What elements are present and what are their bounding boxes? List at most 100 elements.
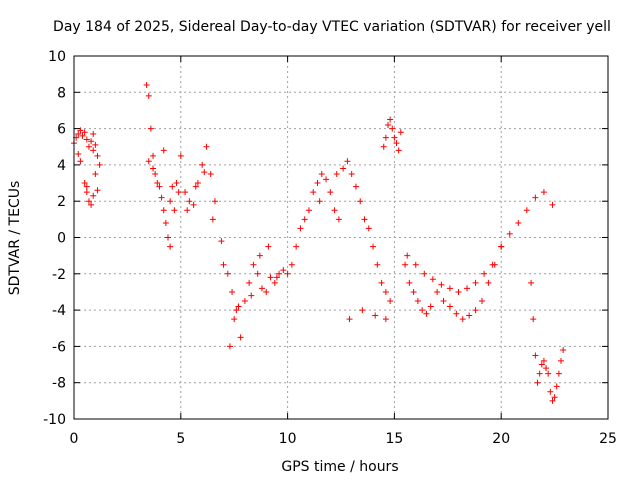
y-tick-label: 8 xyxy=(57,85,66,101)
data-point xyxy=(547,388,554,395)
data-point xyxy=(540,189,547,196)
data-point xyxy=(164,234,171,241)
data-point xyxy=(90,147,97,154)
data-point xyxy=(440,298,447,305)
data-point xyxy=(357,198,364,205)
data-point xyxy=(545,370,552,377)
data-point xyxy=(455,288,462,295)
data-point xyxy=(523,207,530,214)
data-point xyxy=(160,207,167,214)
data-point xyxy=(412,261,419,268)
data-point xyxy=(177,152,184,159)
data-point xyxy=(224,270,231,277)
data-point xyxy=(327,189,334,196)
chart-title: Day 184 of 2025, Sidereal Day-to-day VTE… xyxy=(53,19,611,35)
data-point xyxy=(301,216,308,223)
data-point xyxy=(190,201,197,208)
data-point xyxy=(365,225,372,232)
y-tick-label: -6 xyxy=(52,339,66,355)
data-point xyxy=(226,343,233,350)
data-point xyxy=(88,201,95,208)
data-point xyxy=(402,261,409,268)
data-point xyxy=(265,243,272,250)
data-point xyxy=(207,170,214,177)
data-marks xyxy=(71,82,567,404)
data-point xyxy=(429,276,436,283)
data-point xyxy=(184,207,191,214)
data-point xyxy=(233,307,240,314)
data-point xyxy=(540,357,547,364)
data-point xyxy=(434,288,441,295)
data-point xyxy=(530,316,537,323)
grid-layer xyxy=(74,56,608,419)
data-point xyxy=(393,140,400,147)
data-point xyxy=(256,252,263,259)
data-point xyxy=(459,316,466,323)
data-point xyxy=(167,198,174,205)
data-point xyxy=(248,292,255,299)
data-point xyxy=(231,316,238,323)
data-point xyxy=(271,279,278,286)
data-point xyxy=(378,279,385,286)
data-point xyxy=(421,270,428,277)
data-point xyxy=(94,152,101,159)
data-point xyxy=(532,194,539,201)
data-point xyxy=(203,143,210,150)
data-point xyxy=(194,180,201,187)
data-point xyxy=(335,216,342,223)
data-point xyxy=(374,261,381,268)
data-point xyxy=(83,183,90,190)
data-point xyxy=(558,357,565,364)
data-point xyxy=(147,125,154,132)
data-point xyxy=(543,365,550,372)
x-tick-label: 20 xyxy=(492,431,510,447)
data-point xyxy=(453,310,460,317)
data-point xyxy=(348,170,355,177)
data-point xyxy=(273,274,280,281)
data-point xyxy=(551,394,558,401)
data-point xyxy=(314,180,321,187)
data-point xyxy=(352,183,359,190)
data-point xyxy=(560,347,567,354)
data-point xyxy=(169,183,176,190)
data-point xyxy=(414,298,421,305)
data-point xyxy=(549,397,556,404)
x-tick-label: 15 xyxy=(385,431,403,447)
y-tick-label: 2 xyxy=(57,194,66,210)
data-point xyxy=(143,82,150,89)
data-point xyxy=(83,136,90,143)
data-point xyxy=(534,379,541,386)
data-point xyxy=(333,170,340,177)
data-point xyxy=(90,131,97,138)
data-point xyxy=(305,207,312,214)
y-tick-label: -8 xyxy=(52,376,66,392)
data-point xyxy=(284,270,291,277)
data-point xyxy=(192,183,199,190)
data-point xyxy=(382,288,389,295)
data-point xyxy=(88,138,95,145)
data-point xyxy=(536,370,543,377)
data-point xyxy=(485,279,492,286)
data-point xyxy=(406,279,413,286)
data-point xyxy=(288,261,295,268)
data-point xyxy=(310,189,317,196)
data-point xyxy=(186,198,193,205)
data-point xyxy=(79,132,86,139)
data-point xyxy=(423,310,430,317)
data-point xyxy=(419,307,426,314)
data-point xyxy=(446,303,453,310)
data-point xyxy=(427,303,434,310)
data-point xyxy=(220,261,227,268)
data-point xyxy=(555,370,562,377)
data-point xyxy=(94,187,101,194)
data-point xyxy=(318,170,325,177)
data-point xyxy=(175,189,182,196)
data-point xyxy=(237,334,244,341)
data-point xyxy=(293,243,300,250)
x-axis-label: GPS time / hours xyxy=(281,459,398,475)
data-point xyxy=(538,361,545,368)
data-point xyxy=(246,279,253,286)
y-tick-label: 0 xyxy=(57,231,66,247)
data-point xyxy=(481,270,488,277)
data-point xyxy=(380,143,387,150)
